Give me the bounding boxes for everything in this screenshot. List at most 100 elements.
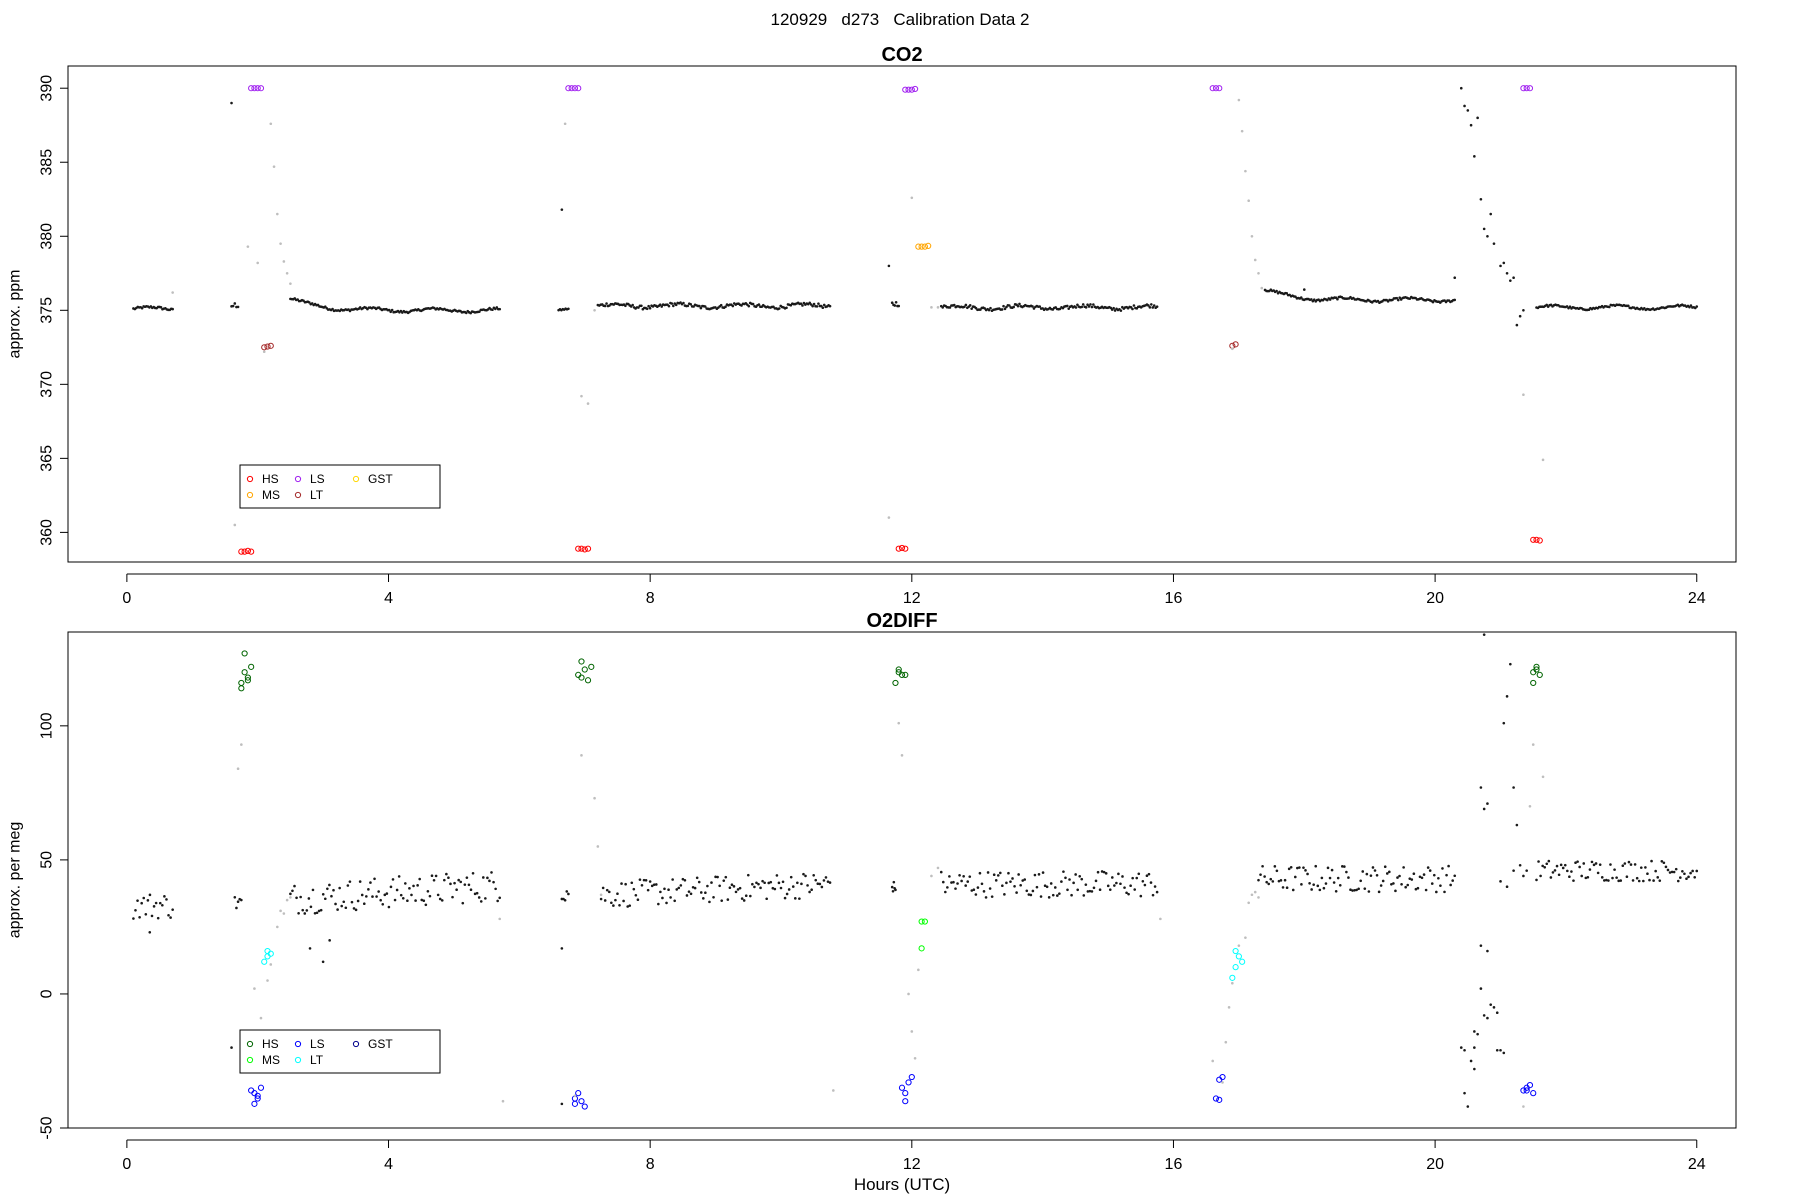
data-point bbox=[1314, 864, 1318, 868]
data-point bbox=[248, 663, 255, 670]
data-point bbox=[1000, 308, 1004, 311]
data-point bbox=[344, 906, 348, 910]
data-point bbox=[952, 303, 956, 307]
data-point bbox=[1420, 876, 1424, 880]
data-point bbox=[892, 679, 899, 687]
data-point bbox=[1473, 1030, 1476, 1033]
data-point bbox=[1373, 869, 1377, 872]
data-point bbox=[267, 342, 274, 349]
data-point bbox=[821, 306, 825, 310]
data-point bbox=[1005, 881, 1008, 885]
data-point bbox=[1435, 890, 1438, 894]
data-point bbox=[1275, 869, 1279, 873]
data-point bbox=[1031, 889, 1035, 893]
data-point bbox=[826, 880, 830, 883]
data-point bbox=[1482, 1014, 1486, 1017]
data-point bbox=[257, 85, 265, 92]
data-point bbox=[930, 874, 933, 878]
data-point bbox=[397, 875, 401, 878]
data-point bbox=[1125, 891, 1128, 895]
data-point bbox=[902, 86, 909, 93]
data-point bbox=[246, 245, 250, 248]
data-point bbox=[1545, 862, 1549, 866]
data-point bbox=[1109, 306, 1113, 310]
x-tick-label: 24 bbox=[1688, 1156, 1706, 1173]
data-point bbox=[291, 889, 294, 893]
data-point bbox=[1285, 292, 1289, 295]
data-point bbox=[1473, 1067, 1476, 1071]
data-point bbox=[1037, 873, 1041, 876]
data-point bbox=[1515, 323, 1519, 327]
data-point bbox=[580, 754, 583, 757]
data-point bbox=[171, 307, 174, 311]
data-point bbox=[1670, 870, 1674, 874]
data-point bbox=[1525, 869, 1528, 872]
data-point bbox=[1568, 875, 1571, 879]
data-point bbox=[1559, 863, 1563, 867]
data-point bbox=[241, 669, 248, 676]
y-tick-label: 100 bbox=[39, 712, 56, 739]
data-point bbox=[1375, 874, 1379, 877]
data-point bbox=[1381, 879, 1385, 883]
data-point bbox=[1495, 1048, 1499, 1052]
data-point bbox=[683, 878, 687, 882]
data-point bbox=[674, 303, 678, 307]
data-point bbox=[575, 85, 582, 92]
data-point bbox=[1152, 304, 1156, 307]
data-point bbox=[1658, 879, 1662, 882]
data-point bbox=[612, 904, 615, 907]
data-point bbox=[767, 881, 771, 885]
data-point bbox=[773, 887, 777, 891]
data-point bbox=[1279, 879, 1283, 882]
data-point bbox=[1357, 887, 1360, 891]
data-point bbox=[1530, 679, 1537, 687]
data-point bbox=[498, 896, 502, 900]
data-point bbox=[1336, 876, 1340, 880]
y-tick-label: 370 bbox=[39, 371, 56, 398]
data-point bbox=[673, 899, 676, 903]
x-tick-label: 12 bbox=[903, 590, 921, 607]
data-point bbox=[616, 892, 619, 896]
data-point bbox=[1408, 877, 1412, 880]
data-point bbox=[360, 893, 364, 897]
data-point bbox=[740, 897, 744, 900]
data-point bbox=[1486, 949, 1489, 953]
data-point bbox=[1607, 879, 1610, 882]
data-point bbox=[1535, 878, 1538, 882]
data-point bbox=[697, 880, 701, 884]
data-point bbox=[1668, 871, 1672, 874]
data-point bbox=[491, 308, 494, 312]
data-point bbox=[1523, 85, 1530, 92]
data-point bbox=[895, 666, 902, 673]
data-point bbox=[1590, 860, 1594, 864]
legend: HS MS LS LT GST bbox=[239, 1029, 441, 1074]
data-point bbox=[1231, 347, 1234, 351]
data-point bbox=[241, 650, 248, 657]
data-point bbox=[1383, 865, 1387, 869]
data-point bbox=[763, 881, 766, 885]
data-point bbox=[814, 878, 818, 882]
data-point bbox=[1096, 870, 1100, 874]
data-point bbox=[1261, 864, 1264, 868]
data-point bbox=[1515, 823, 1519, 827]
data-point bbox=[1112, 306, 1115, 310]
data-point bbox=[1505, 885, 1509, 889]
legend-label: LS bbox=[310, 1037, 325, 1051]
data-point bbox=[1545, 303, 1548, 307]
data-point bbox=[1035, 885, 1039, 889]
data-point bbox=[1080, 877, 1084, 881]
data-point bbox=[1017, 873, 1020, 876]
legend-item-ls: LS bbox=[294, 1037, 325, 1051]
data-point bbox=[167, 913, 170, 917]
data-point bbox=[1377, 890, 1381, 894]
data-point bbox=[494, 887, 497, 891]
data-point bbox=[1074, 873, 1077, 876]
data-point bbox=[1687, 875, 1690, 879]
data-point bbox=[1076, 888, 1079, 892]
data-point bbox=[323, 897, 327, 901]
data-point bbox=[1353, 888, 1356, 892]
data-point bbox=[1598, 863, 1602, 866]
data-point bbox=[447, 876, 450, 879]
data-point bbox=[490, 871, 493, 874]
data-point bbox=[1588, 868, 1592, 871]
